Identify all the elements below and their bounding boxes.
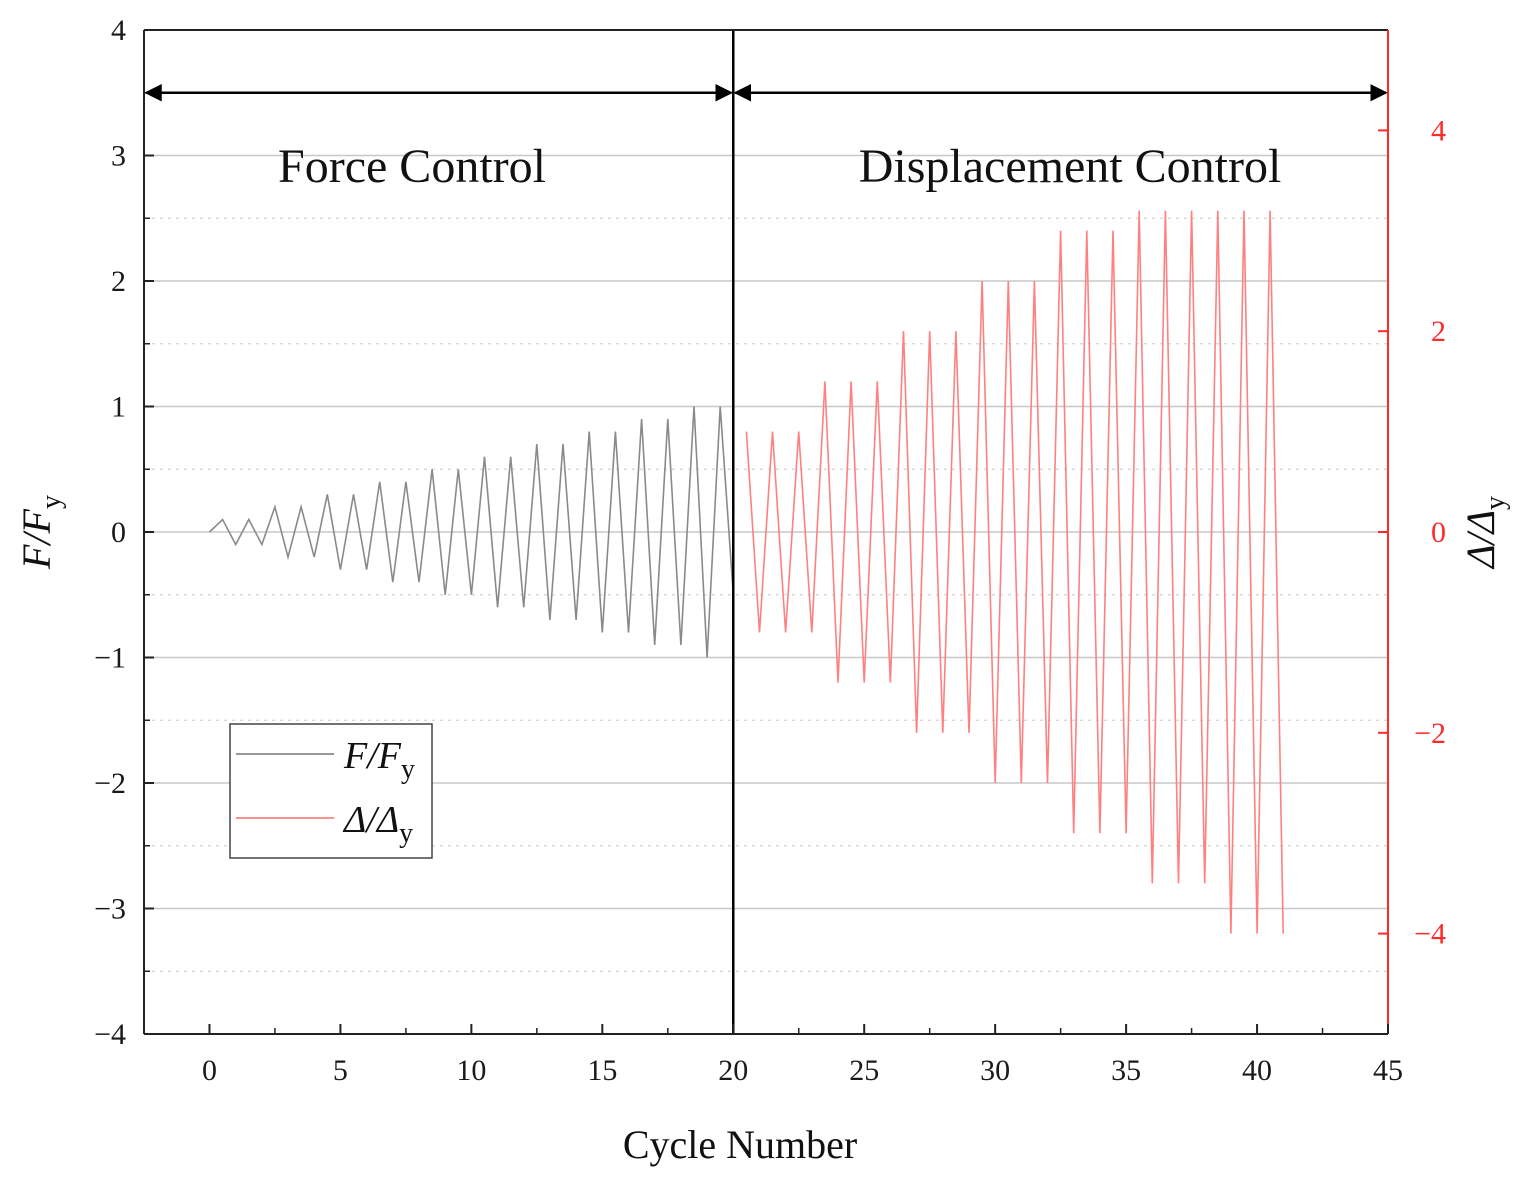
legend-label-displacement: Δ/Δy [342,799,413,849]
displacement-control-label: Displacement Control [859,140,1282,193]
region-annotations: Force Control Displacement Control [144,84,1388,193]
y-left-title-main: F/F [14,508,59,570]
legend-label-force-main: F/F [343,735,402,777]
x-tick-label: 35 [1111,1054,1141,1087]
y-left-axis-title-text: F/Fy [14,495,67,570]
x-tick-label: 5 [333,1054,348,1087]
y-left-tick-label: 3 [111,140,126,173]
y-left-tick-label: 0 [111,516,126,549]
x-tick-label: 20 [718,1054,748,1087]
y-left-title-sub: y [36,495,67,509]
y-left-tick-label: 2 [111,265,126,298]
y-left-tick-label: 4 [111,14,126,47]
legend-label-displacement-sub: y [399,818,413,849]
y-right-title-sub: y [1480,496,1511,510]
y-right-tick-label: −4 [1414,918,1446,951]
y-left-tick-label: 1 [111,391,126,424]
y-right-title-main: Δ/Δ [1458,510,1503,570]
series-lines [208,210,1284,934]
legend-box [229,723,433,859]
x-tick-label: 45 [1373,1054,1403,1087]
series-displacement-ratio-line [745,210,1284,934]
force-control-label: Force Control [278,140,546,193]
y-right-tick-label: 4 [1431,114,1446,147]
x-tick-label: 25 [849,1054,879,1087]
x-tick-label: 15 [587,1054,617,1087]
y-right-tick-label: 2 [1431,315,1446,348]
x-axis-title: Cycle Number [623,1122,857,1167]
y-right-axis-title-text: Δ/Δy [1458,496,1511,570]
y-right-tick-label: 0 [1431,516,1446,549]
axis-ticks: 0 5 10 15 20 25 30 35 40 45 −4 −3 −2 −1 0 1 2 3 4 −4 −2 0 2 4 [94,14,1446,1087]
x-tick-label: 30 [980,1054,1010,1087]
y-left-axis-title: F/Fy [14,495,67,570]
x-tick-label: 10 [456,1054,486,1087]
y-left-tick-label: −3 [94,893,126,926]
y-left-tick-label: −1 [94,642,126,675]
y-right-tick-label: −2 [1414,717,1446,750]
legend-label-force-sub: y [401,754,415,785]
y-right-axis-title: Δ/Δy [1458,496,1511,570]
legend-label-force: F/Fy [343,735,415,785]
series-force-ratio-line [208,406,735,658]
x-tick-label: 40 [1242,1054,1272,1087]
y-left-tick-label: −4 [94,1018,126,1051]
legend-label-displacement-main: Δ/Δ [342,799,399,841]
x-tick-label: 0 [202,1054,217,1087]
y-left-tick-label: −2 [94,767,126,800]
legend: F/Fy Δ/Δy [229,723,433,859]
